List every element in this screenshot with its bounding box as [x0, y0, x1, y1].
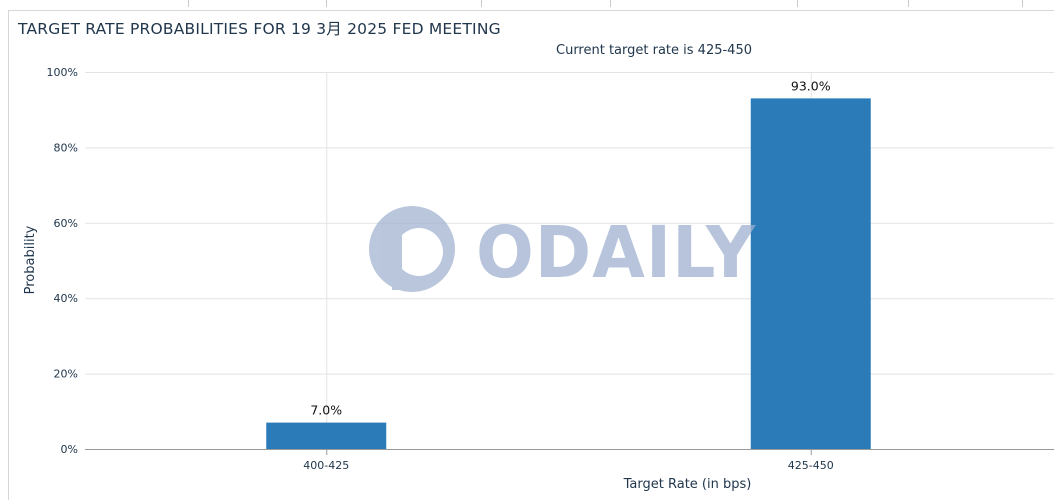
chart-subtitle: Current target rate is 425-450: [556, 43, 752, 58]
y-tick-label: 60%: [54, 217, 78, 230]
data-label: 7.0%: [310, 403, 342, 418]
y-axis-title: Probability: [23, 225, 38, 294]
table-cell: [189, 0, 327, 7]
table-cell: [327, 0, 482, 7]
y-tick-label: 100%: [47, 66, 78, 79]
x-axis-title: Target Rate (in bps): [623, 477, 752, 492]
bar: [266, 422, 387, 449]
bar: [750, 98, 871, 449]
y-tick-label: 80%: [54, 141, 78, 154]
table-cell: [922, 0, 1023, 7]
table-cell: [0, 0, 189, 7]
x-tick-label: 400-425: [303, 459, 349, 472]
watermark-logo-icon: [369, 206, 455, 292]
x-tick-label: 425-450: [788, 459, 834, 472]
table-cell: [798, 0, 909, 7]
y-tick-label: 20%: [54, 368, 78, 381]
watermark-text: ODAILY: [476, 212, 757, 295]
y-tick-label: 0%: [61, 443, 78, 456]
y-tick-label: 40%: [54, 292, 78, 305]
chart-title: TARGET RATE PROBABILITIES FOR 19 3月 2025…: [18, 20, 501, 38]
table-cell: [611, 0, 798, 7]
top-table-strip: [0, 0, 1054, 7]
chart-panel: [8, 10, 1054, 500]
table-cell: [482, 0, 611, 7]
data-label: 93.0%: [791, 78, 831, 93]
